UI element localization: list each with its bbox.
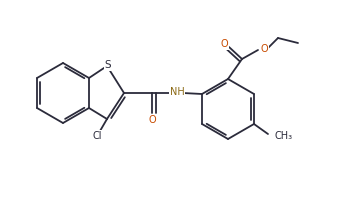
Text: S: S [105, 60, 111, 70]
Text: O: O [220, 39, 228, 49]
Text: Cl: Cl [92, 131, 102, 141]
Text: CH₃: CH₃ [275, 131, 293, 141]
Text: O: O [260, 44, 268, 54]
Text: NH: NH [170, 87, 184, 97]
Text: O: O [148, 115, 156, 125]
